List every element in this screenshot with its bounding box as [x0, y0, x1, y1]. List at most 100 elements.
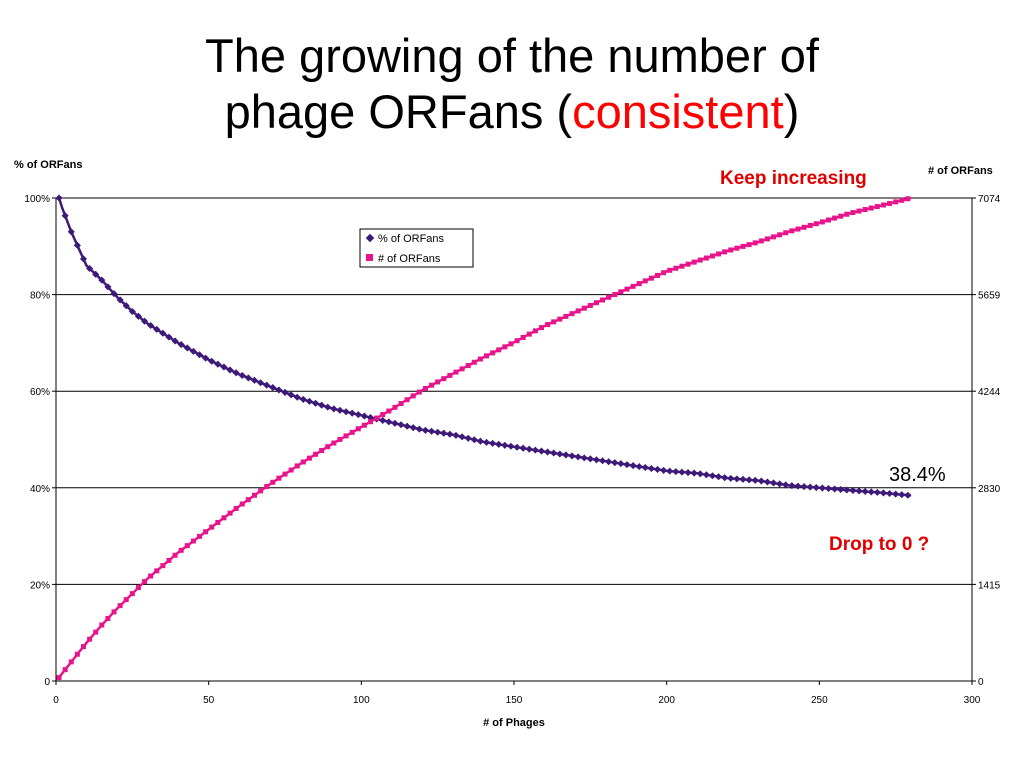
data-point — [166, 557, 172, 563]
data-point — [873, 488, 881, 496]
data-point — [685, 261, 691, 267]
data-point — [159, 329, 167, 337]
data-point — [105, 615, 111, 621]
data-point — [562, 451, 570, 459]
data-point — [525, 445, 533, 453]
data-point — [776, 480, 784, 488]
data-point — [721, 474, 729, 482]
data-point — [343, 433, 349, 439]
data-point — [636, 281, 642, 287]
data-point — [80, 644, 86, 650]
data-point — [795, 226, 801, 232]
data-point — [171, 337, 179, 345]
data-point — [129, 591, 135, 597]
data-point — [220, 363, 228, 371]
data-point — [806, 483, 814, 491]
data-point — [141, 317, 149, 325]
data-point — [672, 468, 680, 476]
data-point — [104, 283, 112, 291]
data-point — [441, 376, 447, 382]
data-point — [531, 446, 539, 454]
data-point — [728, 247, 734, 253]
data-point — [239, 501, 245, 507]
y-tick-label-left: 80% — [30, 291, 50, 302]
data-point — [422, 385, 428, 391]
data-point — [635, 463, 643, 471]
data-point — [696, 470, 704, 478]
data-point — [380, 412, 386, 418]
annotation-keep-increasing: Keep increasing — [720, 168, 867, 189]
y-tick-label-left: 40% — [30, 484, 50, 495]
data-point — [673, 265, 679, 271]
data-point — [514, 338, 520, 344]
data-point — [336, 406, 344, 414]
data-point — [147, 321, 155, 330]
data-point — [715, 473, 723, 481]
data-point — [111, 609, 117, 615]
data-point — [702, 471, 710, 479]
legend-marker-percent — [365, 233, 375, 243]
data-point — [74, 651, 80, 657]
data-point — [733, 475, 741, 483]
x-ticks: 0 50 100 150 200 250 300 — [53, 681, 981, 706]
data-point — [526, 331, 532, 337]
data-point — [331, 440, 337, 446]
data-point — [287, 391, 295, 399]
data-point — [691, 259, 697, 265]
data-point — [203, 529, 209, 535]
data-point — [349, 429, 355, 435]
data-point — [178, 547, 184, 553]
data-point — [898, 491, 906, 499]
data-point — [757, 477, 765, 485]
data-point — [61, 212, 69, 220]
data-point — [575, 308, 581, 314]
data-point — [154, 568, 160, 574]
data-point — [282, 471, 288, 477]
data-point — [545, 322, 551, 328]
data-point — [471, 359, 477, 365]
data-point — [264, 484, 270, 490]
legend-marker-count — [366, 254, 373, 261]
data-point — [354, 411, 362, 419]
data-point — [580, 454, 588, 462]
axes — [55, 198, 973, 682]
data-point — [600, 297, 606, 303]
data-point — [819, 219, 825, 225]
data-point — [435, 379, 441, 385]
data-point — [275, 386, 283, 394]
data-point — [727, 474, 735, 482]
data-point — [587, 302, 593, 308]
data-point — [593, 300, 599, 306]
data-point — [270, 479, 276, 485]
data-point — [428, 427, 436, 435]
data-point — [172, 552, 178, 558]
data-point — [470, 436, 478, 444]
data-point — [160, 563, 166, 569]
x-tick-label: 0 — [53, 695, 59, 706]
data-point — [892, 490, 900, 498]
data-point — [337, 436, 343, 442]
data-point — [684, 469, 692, 477]
data-point — [416, 389, 422, 395]
data-point — [495, 440, 503, 448]
data-point — [440, 429, 448, 437]
data-point — [763, 478, 771, 486]
legend-label-count: # of ORFans — [378, 253, 441, 265]
data-point — [825, 217, 831, 223]
data-point — [758, 238, 764, 244]
data-point — [734, 245, 740, 251]
data-point — [551, 319, 557, 325]
data-point — [661, 270, 667, 276]
data-point — [453, 369, 459, 375]
data-point — [165, 333, 173, 341]
y-axis-label-left: % of ORFans — [14, 159, 82, 171]
data-point — [87, 636, 93, 642]
data-point — [421, 426, 429, 434]
data-point — [409, 424, 417, 432]
data-point — [122, 302, 130, 310]
data-point — [233, 506, 239, 512]
data-point — [745, 476, 753, 484]
data-point — [263, 381, 271, 389]
x-tick-label: 50 — [203, 695, 215, 706]
